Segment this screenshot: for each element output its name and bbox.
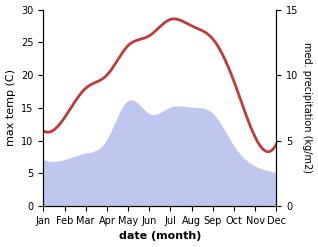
Y-axis label: max temp (C): max temp (C) [5,69,16,146]
Y-axis label: med. precipitation (kg/m2): med. precipitation (kg/m2) [302,42,313,173]
X-axis label: date (month): date (month) [119,231,201,242]
